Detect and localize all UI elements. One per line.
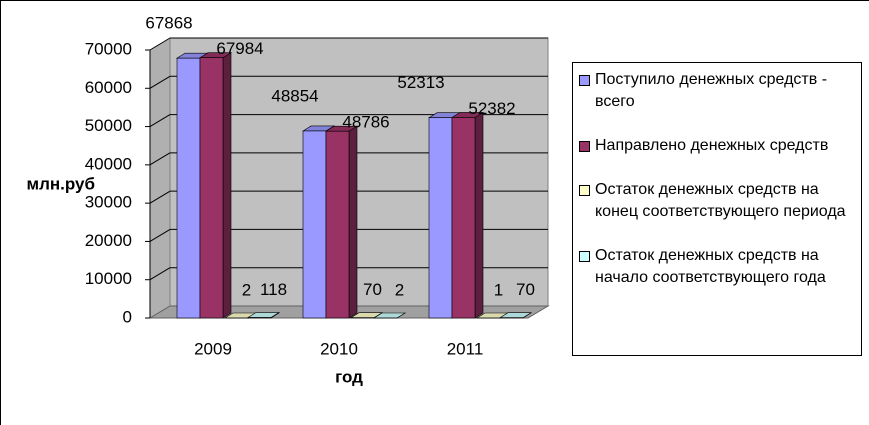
grid-line [149, 190, 171, 204]
y-axis-label: млн.руб [27, 174, 95, 193]
legend-label: Остаток денежных средств на начало соотв… [595, 247, 826, 286]
legend-entry: Остаток денежных средств на конец соотве… [577, 179, 857, 223]
legend: Поступило денежных средств - всего Направ… [572, 62, 862, 356]
legend-entry: Остаток денежных средств на начало соотв… [577, 245, 857, 289]
value-label: 70 [363, 280, 382, 299]
bar [451, 117, 476, 319]
bar-side [474, 111, 484, 319]
legend-entry: Направлено денежных средств [577, 135, 857, 157]
x-tick-label: 2009 [194, 339, 232, 358]
x-tick-label: 2011 [447, 339, 484, 358]
value-label: 67868 [145, 14, 192, 33]
x-axis-label: год [335, 367, 363, 386]
grid-line [149, 152, 171, 166]
value-label: 52382 [468, 99, 515, 118]
y-tick-label: 30000 [85, 193, 132, 212]
y-tick-label: 60000 [85, 78, 132, 97]
bar [176, 57, 201, 319]
legend-label: Направлено денежных средств [595, 137, 829, 154]
legend-swatch [579, 185, 590, 196]
bar-side [222, 52, 232, 319]
x-tick-label: 2010 [320, 339, 358, 358]
legend-label: Остаток денежных средств на конец соотве… [595, 181, 846, 220]
value-label: 67984 [216, 39, 263, 58]
bar [302, 130, 327, 319]
value-label: 70 [516, 280, 535, 299]
back-wall [169, 37, 549, 307]
y-tick-label: 40000 [85, 154, 132, 173]
value-label: 1 [494, 280, 503, 299]
legend-swatch [579, 141, 590, 152]
y-tick-label: 10000 [85, 269, 132, 288]
value-label: 48854 [271, 86, 318, 105]
grid-line [149, 75, 171, 89]
legend-swatch [579, 251, 590, 262]
value-label: 48786 [342, 113, 389, 132]
y-tick-label: 0 [123, 307, 132, 326]
side-wall [150, 38, 170, 318]
bar [199, 57, 224, 319]
y-tick-label: 70000 [85, 39, 132, 58]
legend-label: Поступило денежных средств - всего [595, 71, 828, 110]
grid-line [149, 228, 171, 242]
grid-line [149, 114, 171, 128]
legend-entry: Поступило денежных средств - всего [577, 69, 857, 113]
grid-line [149, 267, 171, 281]
bar [428, 117, 453, 319]
value-label: 52313 [397, 73, 444, 92]
value-label: 118 [260, 280, 287, 299]
value-label: 2 [395, 280, 404, 299]
bar [325, 130, 350, 319]
y-tick-label: 20000 [85, 231, 132, 250]
legend-swatch [579, 75, 590, 86]
value-label: 2 [242, 280, 251, 299]
grid-line [149, 37, 171, 51]
bar-side [348, 125, 358, 319]
y-tick-label: 50000 [85, 116, 132, 135]
